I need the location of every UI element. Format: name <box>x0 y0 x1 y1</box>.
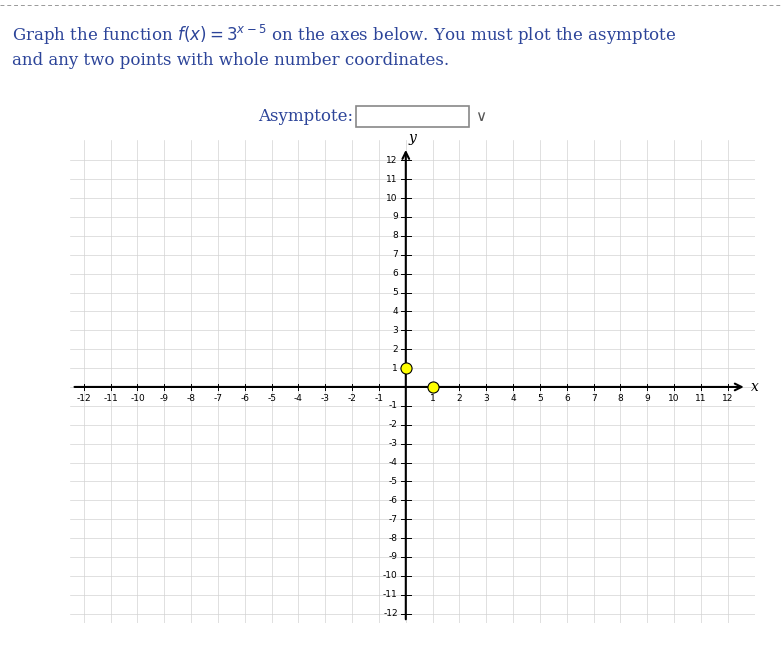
Text: -2: -2 <box>389 420 398 429</box>
Text: -11: -11 <box>383 590 398 599</box>
Text: 1: 1 <box>392 363 398 373</box>
Text: 4: 4 <box>392 307 398 316</box>
Text: 12: 12 <box>386 156 398 165</box>
Text: -10: -10 <box>383 571 398 580</box>
Text: and any two points with whole number coordinates.: and any two points with whole number coo… <box>12 52 449 69</box>
Text: 9: 9 <box>644 394 650 403</box>
Text: 6: 6 <box>392 269 398 278</box>
Text: -7: -7 <box>389 515 398 524</box>
Text: -3: -3 <box>321 394 330 403</box>
Text: 5: 5 <box>392 288 398 297</box>
Text: -11: -11 <box>103 394 118 403</box>
Text: 8: 8 <box>618 394 623 403</box>
Text: 3: 3 <box>483 394 490 403</box>
Text: 6: 6 <box>564 394 569 403</box>
Text: -8: -8 <box>187 394 196 403</box>
Text: 1: 1 <box>430 394 436 403</box>
Text: 10: 10 <box>386 193 398 202</box>
Text: -5: -5 <box>267 394 276 403</box>
Text: 4: 4 <box>511 394 516 403</box>
Text: -6: -6 <box>240 394 249 403</box>
Text: Graph the function $f(x) = 3^{x-5}$ on the axes below. You must plot the asympto: Graph the function $f(x) = 3^{x-5}$ on t… <box>12 23 676 47</box>
Text: -6: -6 <box>389 496 398 505</box>
Text: 2: 2 <box>392 345 398 354</box>
Text: 12: 12 <box>722 394 734 403</box>
Text: 8: 8 <box>392 231 398 240</box>
Text: -3: -3 <box>389 439 398 448</box>
Text: y: y <box>408 131 417 145</box>
Text: -8: -8 <box>389 533 398 543</box>
Text: -9: -9 <box>389 552 398 561</box>
Text: -12: -12 <box>383 609 398 618</box>
Text: 7: 7 <box>392 251 398 259</box>
Text: 2: 2 <box>457 394 462 403</box>
Text: 3: 3 <box>392 326 398 335</box>
Text: 11: 11 <box>386 175 398 184</box>
Text: -12: -12 <box>77 394 91 403</box>
Text: 11: 11 <box>695 394 707 403</box>
Text: 10: 10 <box>669 394 680 403</box>
Text: x: x <box>751 380 759 394</box>
Text: -10: -10 <box>130 394 145 403</box>
Text: 7: 7 <box>590 394 597 403</box>
Text: -1: -1 <box>375 394 383 403</box>
Text: 5: 5 <box>537 394 543 403</box>
Text: 9: 9 <box>392 212 398 221</box>
Text: -4: -4 <box>389 458 398 467</box>
Text: Asymptote:: Asymptote: <box>258 108 353 125</box>
Text: -7: -7 <box>213 394 222 403</box>
Text: -5: -5 <box>389 477 398 486</box>
Text: ∨: ∨ <box>475 109 486 125</box>
Text: -1: -1 <box>389 401 398 410</box>
Text: -2: -2 <box>348 394 357 403</box>
Text: -9: -9 <box>160 394 169 403</box>
Text: -4: -4 <box>294 394 303 403</box>
